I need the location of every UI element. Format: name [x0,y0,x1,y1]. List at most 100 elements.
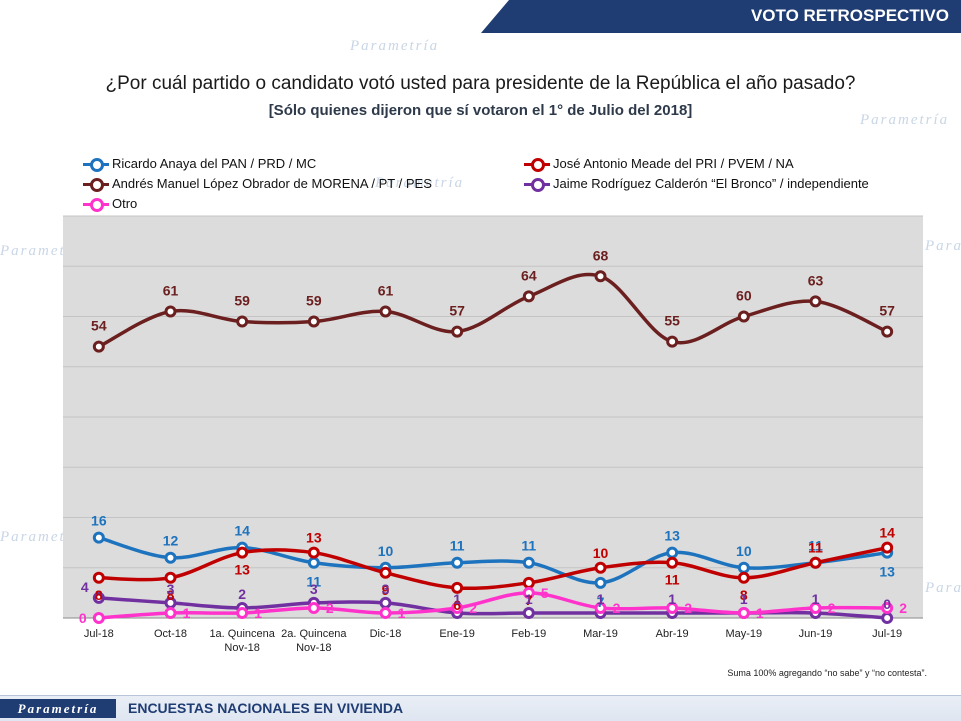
data-point [737,310,750,323]
data-label: 2 [469,600,477,616]
legend-label: Jaime Rodríguez Calderón “El Bronco” / i… [553,176,869,191]
x-tick-label: 2a. Quincena Nov-18 [281,628,347,654]
data-point [92,340,105,353]
data-point [92,531,105,544]
legend-item-anaya: Ricardo Anaya del PAN / PRD / MC [83,156,317,172]
data-label: 59 [306,293,322,309]
legend-label: Ricardo Anaya del PAN / PRD / MC [112,156,317,171]
data-label: 8 [167,587,175,603]
data-point [379,566,392,579]
x-tick-label: 1a. Quincena Nov-18 [209,628,275,654]
data-point [307,556,320,569]
data-label: 14 [879,525,895,541]
background-watermark: Para [925,238,961,254]
data-point [737,606,750,619]
data-point [236,606,249,619]
data-point [522,586,535,599]
data-label: 11 [808,538,823,554]
legend-label: Otro [112,196,138,211]
legend-marker [83,197,109,212]
data-point [522,290,535,303]
data-label: 60 [736,288,752,304]
data-label: 3 [382,581,390,597]
data-label: 10 [378,543,394,559]
data-label: 54 [91,318,107,334]
background-watermark: Para [925,580,961,596]
chart-footnote: Suma 100% agregando “no sabe” y “no cont… [727,668,927,678]
data-point [594,601,607,614]
data-point [451,581,464,594]
data-label: 2 [326,600,334,616]
legend-marker [83,157,109,172]
data-label: 1 [597,591,605,607]
data-point [666,601,679,614]
data-point [666,546,679,559]
data-label: 16 [91,513,107,529]
page-title: VOTO RETROSPECTIVO [750,6,949,25]
data-label: 1 [183,605,191,621]
legend-item-amlo: Andrés Manuel López Obrador de MORENA / … [83,176,432,192]
data-label: 1 [756,605,764,621]
chart-subtitle: [Sólo quienes dijeron que sí votaron el … [268,102,693,119]
x-tick-label: Jul-18 [84,628,114,640]
data-point [522,556,535,569]
background-watermark: Parametría [860,112,950,128]
data-point [379,305,392,318]
data-label: 1 [812,591,820,607]
data-label: 10 [736,543,752,559]
legend-item-otro: Otro [83,196,138,212]
data-label: 55 [664,313,680,329]
legend-label: José Antonio Meade del PRI / PVEM / NA [553,156,794,171]
data-label: 64 [521,267,537,283]
data-point [594,270,607,283]
data-point [164,305,177,318]
data-label: 10 [593,545,609,561]
data-label: 61 [163,282,179,298]
data-point [451,556,464,569]
data-label: 8 [740,587,748,603]
legend-marker [524,157,550,172]
data-label: 61 [378,282,394,298]
data-point [451,325,464,338]
data-point [594,576,607,589]
data-point [236,315,249,328]
data-point [666,556,679,569]
data-label: 2 [238,586,246,602]
x-tick-label: Jun-19 [799,628,833,640]
data-point [164,571,177,584]
data-point [881,601,894,614]
footer-bar: Parametría ENCUESTAS NACIONALES EN VIVIE… [0,695,961,721]
data-label: 3 [167,581,175,597]
data-label: 8 [95,587,103,603]
data-point [881,541,894,554]
data-label: 57 [449,303,465,319]
data-label: 1 [525,591,533,607]
header-bar: VOTO RETROSPECTIVO [481,0,961,33]
data-point [92,612,105,624]
legend-marker [524,177,550,192]
parametria-logo: Parametría [0,699,116,718]
data-label: 1 [740,591,748,607]
data-label: 1 [254,605,262,621]
data-point [307,315,320,328]
data-label: 9 [382,582,390,598]
data-point [92,591,105,604]
legend-label: Andrés Manuel López Obrador de MORENA / … [112,176,432,191]
series-line [98,591,888,620]
data-point [307,601,320,614]
x-tick-label: May-19 [725,628,762,640]
data-label: 11 [665,572,680,588]
data-label: 2 [613,600,621,616]
data-label: 0 [79,610,87,626]
data-point [522,576,535,589]
legend-item-bronco: Jaime Rodríguez Calderón “El Bronco” / i… [524,176,869,192]
data-label: 13 [879,564,895,580]
data-label: 2 [899,600,907,616]
data-point [881,612,894,624]
x-tick-label: Ene-19 [439,628,474,640]
series-line [98,545,888,591]
data-point [594,561,607,574]
x-tick-label: Oct-18 [154,628,187,640]
data-label: 2 [684,600,692,616]
x-tick-label: Dic-18 [370,628,402,640]
